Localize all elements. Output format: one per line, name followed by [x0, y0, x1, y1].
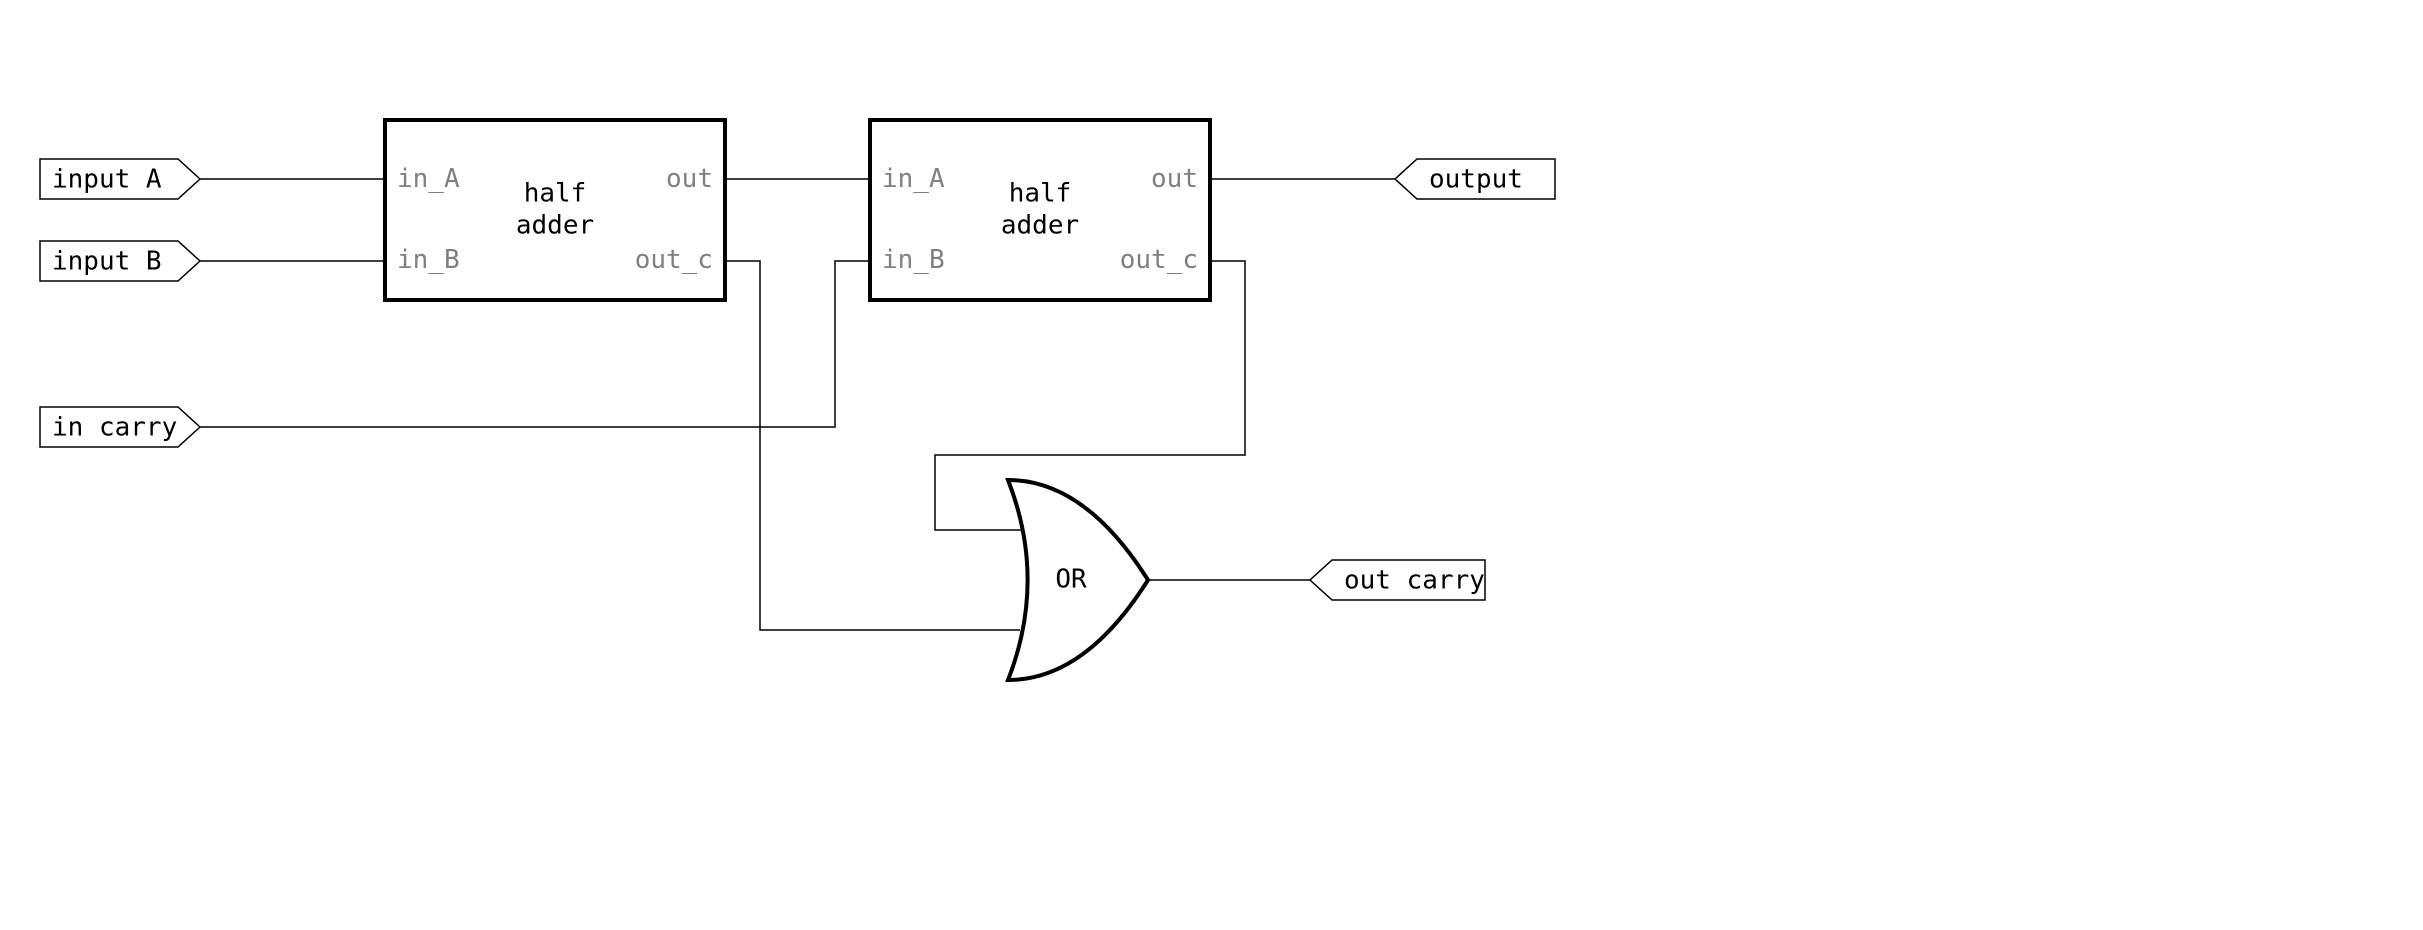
port-ha2-out: out: [1151, 164, 1198, 194]
port-ha1-in_a: in_A: [397, 164, 460, 194]
block-ha2: halfadder in_A in_B out out_c: [870, 120, 1210, 300]
block-ha1: halfadder in_A in_B out out_c: [385, 120, 725, 300]
io-tag-label-output: output: [1429, 165, 1523, 195]
wires: [200, 179, 1395, 630]
io-tag-label-out_carry: out carry: [1344, 566, 1485, 596]
io-tag-in_carry: in carry: [40, 407, 200, 447]
full-adder-diagram: halfadderin_Ain_Boutout_chalfadderin_Ain…: [0, 0, 2423, 930]
port-ha1-in_b: in_B: [397, 245, 460, 275]
port-ha2-in_b: in_B: [882, 245, 945, 275]
block-title-ha2-line0: half: [1009, 179, 1072, 209]
io-tag-output: output: [1395, 159, 1555, 199]
io-tag-label-input_a: input A: [52, 165, 162, 195]
block-title-ha1-line1: adder: [516, 211, 594, 241]
io-tag-input_a: input A: [40, 159, 200, 199]
gate-or: OR: [1008, 480, 1148, 680]
port-ha1-out_c: out_c: [635, 245, 713, 275]
port-ha1-out: out: [666, 164, 713, 194]
io-tag-label-input_b: input B: [52, 247, 162, 277]
port-ha2-in_a: in_A: [882, 164, 945, 194]
wire-w_ha1c_orB: [725, 261, 1020, 630]
io-tag-input_b: input B: [40, 241, 200, 281]
gate-or-label: OR: [1055, 565, 1087, 595]
io-tag-label-in_carry: in carry: [52, 413, 177, 443]
io-tag-out_carry: out carry: [1310, 560, 1485, 600]
block-title-ha1-line0: half: [524, 179, 587, 209]
port-ha2-out_c: out_c: [1120, 245, 1198, 275]
block-title-ha2-line1: adder: [1001, 211, 1079, 241]
